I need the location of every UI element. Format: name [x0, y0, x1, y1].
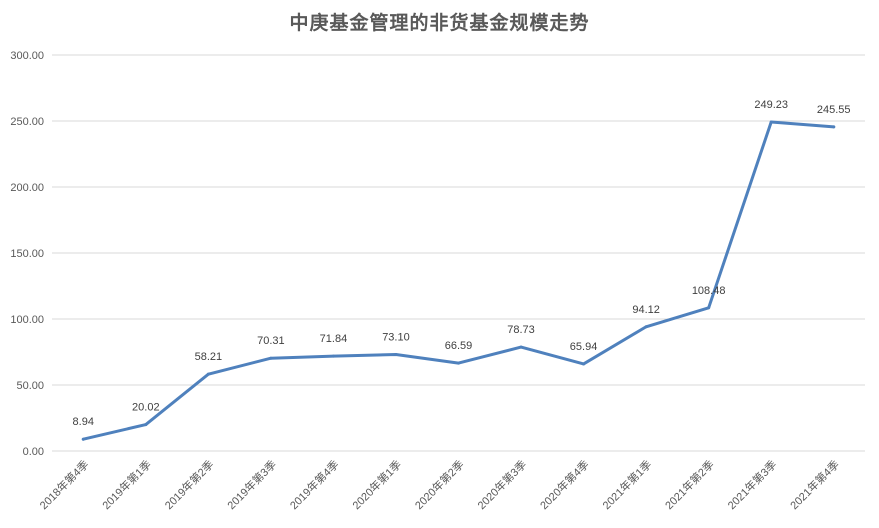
x-tick-label: 2019年第3季 [224, 457, 279, 512]
data-label: 249.23 [754, 99, 788, 111]
data-point [644, 325, 648, 329]
series-line [81, 120, 836, 441]
data-point [394, 353, 398, 357]
data-label: 94.12 [632, 304, 660, 316]
x-tick-label: 2020年第2季 [412, 457, 467, 512]
data-point [582, 362, 586, 366]
y-tick-label: 250.00 [10, 116, 44, 128]
y-axis: 0.00 50.00 100.00 150.00 200.00 250.00 300.00 [10, 50, 44, 458]
data-point [769, 120, 773, 124]
x-tick-label: 2019年第4季 [287, 457, 342, 512]
y-tick-label: 200.00 [10, 182, 44, 194]
data-point [707, 306, 711, 310]
data-label: 78.73 [507, 324, 535, 336]
data-point [331, 354, 335, 358]
x-tick-label: 2020年第4季 [537, 457, 592, 512]
data-label: 245.55 [817, 104, 851, 116]
chart-title: 中庚基金管理的非货基金规模走势 [289, 12, 590, 34]
x-tick-label: 2021年第4季 [787, 457, 842, 512]
data-label: 71.84 [320, 333, 348, 345]
x-tick-label: 2021年第1季 [599, 457, 654, 512]
data-point [81, 437, 85, 441]
data-point [457, 361, 460, 365]
x-tick-label: 2018年第4季 [37, 457, 92, 512]
data-label: 73.10 [382, 332, 410, 344]
data-label: 20.02 [132, 402, 160, 414]
y-tick-label: 50.00 [16, 380, 44, 392]
data-points [81, 120, 836, 441]
data-point [519, 345, 523, 349]
x-tick-label: 2020年第1季 [349, 457, 404, 512]
x-axis: 2018年第4季 2019年第1季 2019年第2季 2019年第3季 2019年第4季… [37, 457, 842, 512]
x-tick-label: 2020年第3季 [474, 457, 529, 512]
data-point [206, 372, 210, 376]
data-label: 66.59 [445, 340, 473, 352]
data-label: 70.31 [257, 335, 285, 347]
y-tick-label: 100.00 [10, 314, 44, 326]
x-tick-label: 2019年第1季 [99, 457, 154, 512]
data-point [144, 423, 148, 427]
data-label: 65.94 [570, 341, 598, 353]
data-labels: 8.94 20.02 58.21 70.31 71.84 73.10 66.59 78.73 6… [73, 99, 851, 428]
y-tick-label: 300.00 [10, 50, 44, 62]
data-point [269, 356, 273, 360]
data-label: 58.21 [195, 351, 223, 363]
x-tick-label: 2021年第3季 [724, 457, 779, 512]
gridlines [52, 54, 865, 452]
x-tick-label: 2021年第2季 [662, 457, 717, 512]
data-label: 108.48 [692, 285, 726, 297]
y-tick-label: 150.00 [10, 248, 44, 260]
x-tick-label: 2019年第2季 [162, 457, 217, 512]
y-tick-label: 0.00 [23, 446, 44, 458]
data-label: 8.94 [73, 416, 94, 428]
data-point [832, 125, 836, 129]
